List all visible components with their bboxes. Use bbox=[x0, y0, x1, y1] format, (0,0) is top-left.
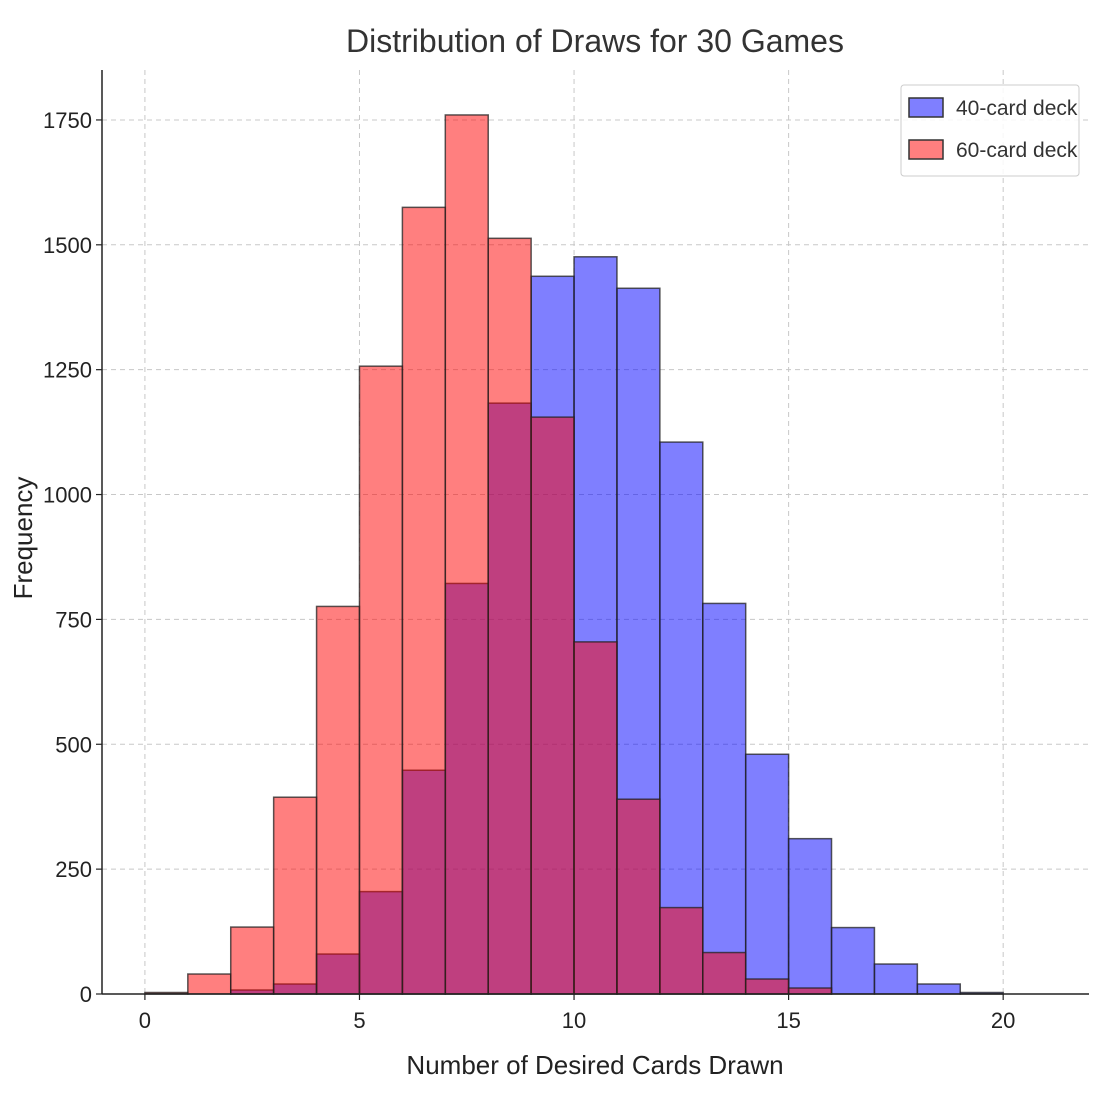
bar-40-card-deck-bin-15 bbox=[787, 837, 833, 995]
bar-40-card-deck-bin-14 bbox=[744, 753, 790, 995]
bar-40-card-deck-bin-12 bbox=[659, 441, 704, 995]
y-tick-label: 500 bbox=[55, 732, 92, 757]
x-axis-label: Number of Desired Cards Drawn bbox=[406, 1050, 783, 1080]
x-tick-label: 5 bbox=[353, 1008, 365, 1033]
legend-label-60-card-deck: 60-card deck bbox=[956, 139, 1078, 162]
bar-60-card-deck-bin-14 bbox=[744, 978, 790, 995]
legend-label-40-card-deck: 40-card deck bbox=[956, 97, 1078, 120]
bar-40-card-deck-bin-17 bbox=[873, 963, 919, 995]
legend-frame bbox=[900, 84, 1080, 177]
bar-60-card-deck-bin-3 bbox=[272, 796, 318, 995]
bar-40-card-deck-bin-16 bbox=[830, 926, 876, 995]
bar-60-card-deck-bin-15 bbox=[787, 987, 833, 995]
histogram-bars bbox=[144, 114, 1004, 995]
bar-40-card-deck-bin-18 bbox=[916, 983, 962, 995]
legend-swatch-60-card-deck bbox=[908, 139, 944, 160]
bar-60-card-deck-bin-6 bbox=[401, 206, 447, 995]
x-tick-label: 15 bbox=[776, 1008, 800, 1033]
x-tick-label: 20 bbox=[991, 1008, 1015, 1033]
bar-60-card-deck-bin-5 bbox=[358, 365, 404, 995]
y-tick-label: 250 bbox=[55, 857, 92, 882]
y-tick-label: 0 bbox=[80, 982, 92, 1007]
y-tick-label: 1500 bbox=[43, 233, 92, 258]
x-tick-label: 10 bbox=[562, 1008, 586, 1033]
bar-60-card-deck-bin-12 bbox=[659, 906, 704, 995]
y-axis-ticks: 0 250 500 750 1000 1250 1500 1750 bbox=[43, 108, 102, 1007]
bar-40-card-deck-bin-13 bbox=[702, 602, 747, 995]
bar-60-card-deck-bin-1 bbox=[187, 973, 232, 995]
y-tick-label: 1000 bbox=[43, 483, 92, 508]
x-tick-label: 0 bbox=[139, 1008, 151, 1033]
y-tick-label: 1750 bbox=[43, 108, 92, 133]
axes bbox=[101, 70, 1089, 995]
legend: 40-card deck 60-card deck bbox=[900, 84, 1080, 177]
bar-60-card-deck-bin-4 bbox=[315, 605, 361, 995]
bar-60-card-deck-bin-9 bbox=[530, 416, 575, 995]
legend-swatch-40-card-deck bbox=[908, 97, 944, 118]
chart-title: Distribution of Draws for 30 Games bbox=[346, 23, 844, 59]
y-tick-label: 1250 bbox=[43, 358, 92, 383]
x-axis-ticks: 0 5 10 15 20 bbox=[139, 994, 1015, 1033]
y-tick-label: 750 bbox=[55, 607, 92, 632]
bar-60-card-deck-bin-10 bbox=[573, 641, 618, 995]
bar-60-card-deck-bin-11 bbox=[616, 798, 661, 995]
bar-60-card-deck-bin-13 bbox=[702, 951, 747, 995]
bar-60-card-deck-bin-8 bbox=[487, 237, 532, 995]
y-axis-label: Frequency bbox=[8, 477, 38, 600]
bar-60-card-deck-bin-7 bbox=[444, 114, 489, 995]
bar-60-card-deck-bin-2 bbox=[229, 926, 275, 995]
